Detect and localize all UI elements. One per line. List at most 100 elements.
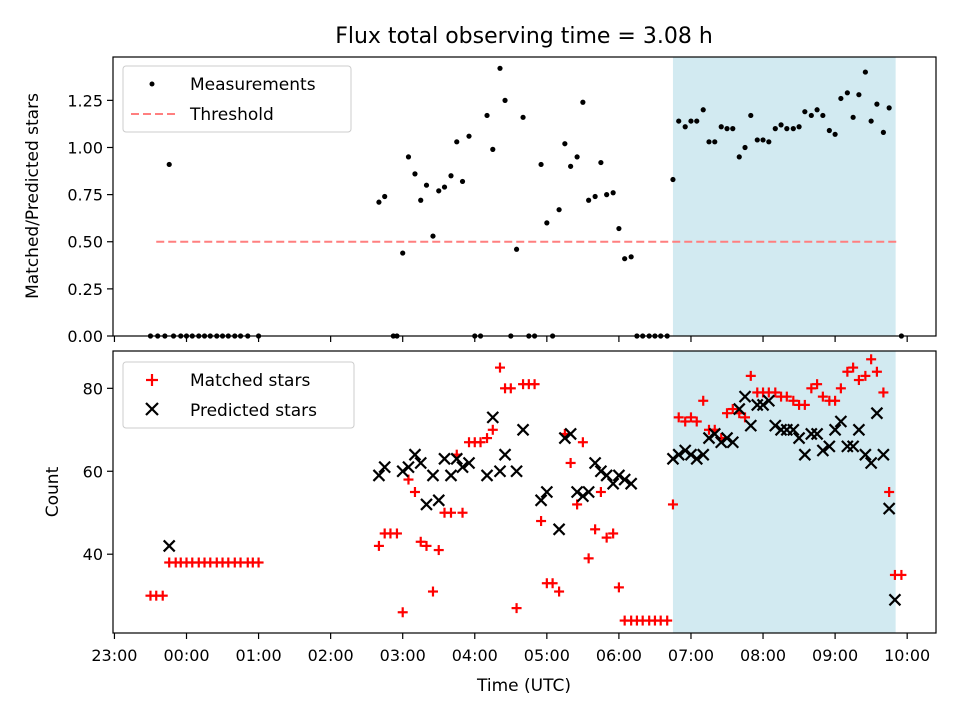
predicted-star-point [720, 431, 734, 445]
predicted-star-point [564, 427, 577, 441]
predicted-star-point [618, 473, 631, 486]
bottom-panel: 40 60 80 23:00 00:00 01:00 02:00 03:00 04:00 05:… [43, 350, 937, 696]
matched-star-point [830, 395, 841, 406]
x-tick-label: 08:00 [740, 646, 786, 665]
measurement-points [147, 65, 905, 339]
matched-star-point [601, 532, 612, 543]
matched-star-point [788, 395, 799, 406]
predicted-star-point [864, 456, 878, 470]
predicted-star-point [690, 452, 704, 466]
predicted-star-point [516, 423, 530, 437]
predicted-star-point [852, 423, 866, 437]
measurement-point [544, 220, 550, 226]
top-legend: Measurements Threshold [122, 65, 352, 133]
measurement-point [616, 225, 622, 232]
measurement-point [814, 107, 820, 113]
predicted-star-point [420, 498, 433, 511]
measurement-point [484, 112, 490, 119]
matched-star-point [817, 391, 828, 402]
chart-title: Flux total observing time = 3.08 h [335, 24, 713, 49]
predicted-star-point [432, 494, 446, 507]
matched-star-point [842, 366, 853, 377]
top-y-tick-label: 1.00 [67, 138, 103, 157]
matched-star-point [547, 578, 558, 589]
measurement-point [568, 163, 574, 169]
measurement-point [688, 118, 694, 124]
measurement-point [502, 97, 508, 103]
matched-star-point [812, 379, 823, 390]
measurement-point [405, 154, 412, 160]
predicted-star-point [372, 469, 386, 482]
predicted-star-point [744, 419, 758, 432]
predicted-star-point [726, 435, 740, 449]
predicted-star-point [756, 398, 770, 412]
measurement-point [436, 188, 442, 194]
measurement-point [418, 197, 424, 203]
bottom-y-tick-label: 40 [83, 545, 103, 564]
legend-threshold-label: Threshold [189, 105, 274, 125]
predicted-star-point [576, 489, 590, 503]
x-tick-label: 23:00 [91, 646, 137, 665]
top-y-axis: 0.00 0.25 0.50 0.75 1.00 1.25 [67, 91, 113, 346]
measurement-point [562, 141, 568, 147]
x-tick-label: 02:00 [308, 646, 354, 665]
measurement-point [874, 101, 880, 107]
matched-star-point [871, 366, 882, 377]
predicted-star-point [456, 460, 469, 474]
measurement-point [754, 137, 760, 143]
matched-star-point [781, 391, 792, 402]
top-y-tick-label: 1.25 [67, 91, 103, 110]
matched-star-point [770, 387, 781, 398]
predicted-star-point [414, 456, 428, 470]
predicted-star-point [486, 411, 500, 424]
predicted-star-point [859, 448, 872, 461]
matched-star-point [878, 387, 889, 398]
matched-star-point [373, 540, 384, 551]
measurement-point [670, 176, 676, 183]
predicted-star-point [402, 460, 415, 474]
measurement-point [423, 182, 430, 188]
matched-star-point [835, 383, 846, 394]
measurement-point [490, 146, 496, 152]
top-panel: 0.00 0.25 0.50 0.75 1.00 1.25 Matched/Predict… [23, 56, 937, 346]
bottom-y-label: Count [43, 466, 63, 517]
measurement-point [412, 171, 418, 177]
predicted-star-point [510, 464, 523, 478]
measurement-point [454, 139, 460, 145]
bottom-y-tick-label: 60 [83, 462, 103, 481]
measurement-point [497, 65, 503, 71]
matched-star-point [727, 404, 738, 415]
bottom-legend: Matched stars Predicted stars [122, 361, 355, 429]
bottom-legend-box [122, 361, 355, 429]
matched-star-point [511, 603, 522, 614]
matched-star-point [433, 545, 444, 556]
top-y-label: Matched/Predicted stars [23, 93, 43, 299]
predicted-star-point [570, 485, 584, 499]
measurement-point [574, 154, 580, 160]
predicted-star-point [810, 427, 824, 441]
matched-star-point [745, 370, 756, 381]
measurement-point [556, 207, 562, 213]
measurement-point [513, 246, 520, 252]
measurement-point [784, 126, 790, 132]
matched-star-point [421, 540, 432, 551]
measurement-point [441, 184, 448, 190]
matched-star-point [806, 383, 817, 394]
matched-star-point [860, 370, 871, 381]
predicted-star-point [588, 456, 602, 470]
x-tick-label: 10:00 [884, 646, 930, 665]
matched-star-point [848, 362, 859, 373]
predicted-star-point [877, 448, 890, 461]
measurement-point [802, 109, 808, 115]
predicted-star-point [378, 460, 391, 474]
x-tick-label: 05:00 [524, 646, 570, 665]
x-tick-label: 00:00 [163, 646, 209, 665]
matched-star-point [608, 528, 619, 539]
matched-star-point [896, 569, 907, 580]
matched-star-point [529, 379, 540, 390]
predicted-star-point [600, 469, 613, 482]
matched-star-point [487, 424, 498, 435]
measurement-point [790, 126, 796, 132]
top-y-tick-label: 0.75 [67, 186, 103, 205]
measurement-point [676, 118, 682, 124]
